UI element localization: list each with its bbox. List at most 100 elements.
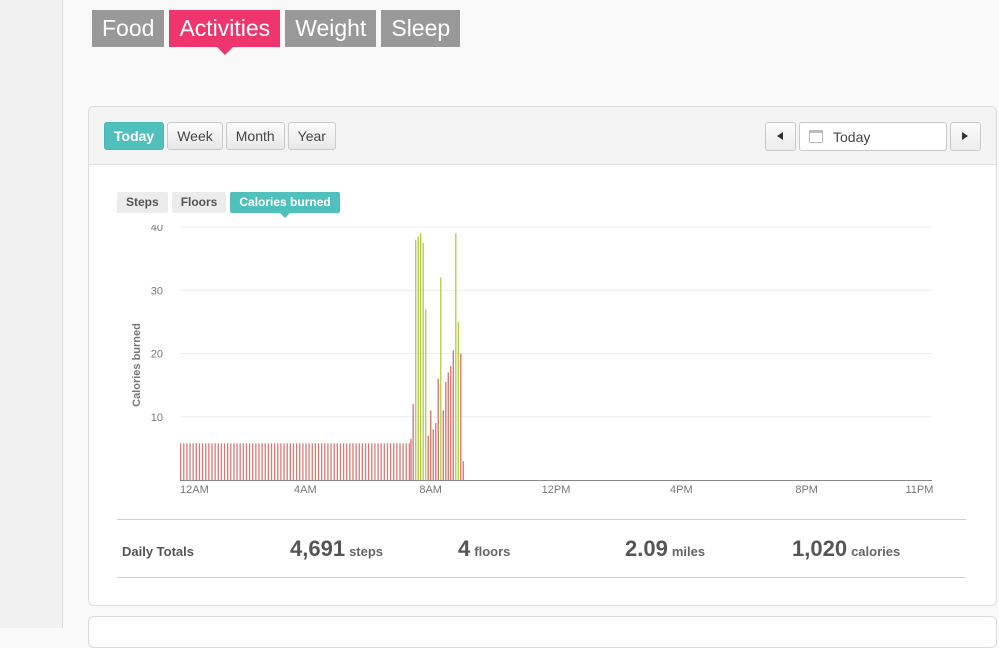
tab-sleep[interactable]: Sleep: [381, 10, 461, 47]
bar: [180, 443, 182, 480]
x-tick-label: 4AM: [294, 484, 317, 496]
bar: [283, 443, 285, 480]
chevron-left-icon: [777, 132, 783, 140]
bar: [264, 443, 266, 480]
previous-day-button[interactable]: [765, 122, 796, 151]
bar: [236, 443, 238, 480]
bar: [333, 443, 335, 480]
bar: [389, 443, 392, 480]
total-miles-unit: miles: [671, 544, 706, 559]
y-tick-label: 20: [151, 349, 163, 361]
bar: [432, 429, 434, 480]
bar: [302, 443, 304, 480]
bar: [277, 443, 279, 480]
bar: [274, 443, 276, 480]
bar: [220, 443, 223, 480]
bar: [346, 443, 348, 480]
bar: [457, 321, 460, 480]
bar: [412, 404, 414, 480]
range-today-button[interactable]: Today: [104, 122, 165, 150]
bar: [445, 381, 447, 480]
bar: [399, 443, 401, 480]
bar: [252, 443, 254, 480]
bar: [270, 443, 273, 480]
bar: [245, 443, 248, 480]
metric-tab-floors[interactable]: Floors: [171, 192, 227, 213]
bar: [248, 443, 251, 480]
bar: [233, 443, 235, 480]
chart-bars: [180, 233, 465, 480]
activity-card: Today Week Month Year Today Steps F: [88, 106, 997, 606]
bar: [425, 309, 427, 480]
bar: [427, 435, 429, 480]
total-floors: 4 floors: [458, 536, 510, 562]
total-floors-value: 4: [458, 536, 471, 561]
bar: [415, 239, 417, 480]
y-tick-label: 40: [151, 225, 163, 234]
daily-totals: Daily Totals 4,691 steps 4 floors 2.09 mile…: [117, 519, 966, 578]
bar: [440, 277, 442, 480]
bar: [308, 443, 310, 480]
bar: [361, 443, 364, 480]
bar: [286, 443, 288, 480]
bar: [189, 443, 191, 480]
bar: [292, 443, 295, 480]
tab-food[interactable]: Food: [92, 10, 165, 47]
total-calories-unit: calories: [851, 544, 901, 559]
bar: [435, 423, 437, 480]
bar: [393, 443, 395, 480]
bar: [405, 443, 407, 480]
bar: [349, 443, 351, 480]
bar: [374, 443, 376, 480]
total-steps: 4,691 steps: [290, 536, 383, 562]
range-month-button[interactable]: Month: [225, 122, 285, 150]
bar: [186, 443, 188, 480]
date-picker-value: Today: [833, 128, 871, 145]
x-tick-label: 8AM: [419, 484, 442, 496]
bar: [410, 438, 412, 480]
bar: [422, 242, 424, 480]
next-day-button[interactable]: [950, 122, 981, 151]
bar: [214, 443, 216, 480]
total-calories: 1,020 calories: [792, 536, 900, 562]
bar: [462, 461, 465, 480]
bar: [242, 443, 244, 480]
tab-activities[interactable]: Activities: [169, 10, 281, 55]
metric-tab-calories-burned[interactable]: Calories burned: [230, 192, 340, 218]
secondary-card: [88, 616, 997, 648]
bar: [295, 443, 298, 480]
total-miles: 2.09 miles: [625, 536, 705, 562]
x-tick-label: 4PM: [670, 484, 693, 496]
bar: [201, 443, 204, 480]
bar: [227, 443, 229, 480]
bar: [447, 372, 449, 480]
bar: [386, 443, 389, 480]
bar: [299, 443, 301, 480]
range-year-button[interactable]: Year: [287, 122, 336, 150]
bar: [377, 443, 379, 480]
bar: [183, 443, 185, 480]
bar: [368, 443, 370, 480]
y-tick-label: 30: [151, 285, 163, 297]
bar: [321, 443, 323, 480]
bar: [371, 443, 373, 480]
chart-axes: 10 20 30 40 12AM 4AM 8AM 12PM 4PM 8PM 11PM: [151, 225, 934, 496]
bar: [289, 443, 291, 480]
bar: [255, 443, 257, 480]
bar: [324, 443, 326, 480]
bar: [217, 443, 219, 480]
bar: [408, 443, 411, 480]
metric-tab-steps[interactable]: Steps: [117, 192, 168, 213]
bar: [342, 443, 345, 480]
bar: [327, 443, 329, 480]
tab-weight[interactable]: Weight: [285, 10, 377, 47]
section-tabs: Food Activities Weight Sleep: [92, 10, 461, 55]
bar: [261, 443, 263, 480]
date-picker[interactable]: Today: [799, 122, 947, 151]
daily-totals-label: Daily Totals: [122, 544, 195, 559]
bar: [239, 443, 241, 480]
range-week-button[interactable]: Week: [167, 122, 223, 150]
total-floors-unit: floors: [474, 544, 511, 559]
bar: [450, 366, 452, 480]
bar: [455, 233, 457, 480]
